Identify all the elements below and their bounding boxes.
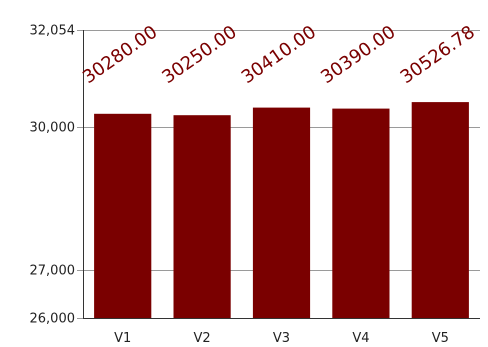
x-tick-label: V3	[273, 331, 290, 346]
x-tick-label: V1	[114, 331, 131, 346]
data-label: 30410.00	[238, 22, 320, 88]
data-label: 30526.78	[397, 22, 479, 88]
bar	[411, 102, 469, 318]
x-tick-label: V2	[194, 331, 211, 346]
axes	[83, 30, 480, 319]
bar	[332, 108, 390, 318]
x-tick-label: V5	[432, 331, 449, 346]
y-tick-labels: 26,000 27,000 30,000 32,054	[30, 24, 76, 327]
data-label: 30390.00	[317, 22, 399, 88]
bars	[94, 102, 469, 318]
y-tick-label: 27,000	[30, 264, 76, 279]
x-tick-labels: V1 V2 V3 V4 V5	[114, 331, 449, 346]
bar	[173, 115, 231, 318]
y-tick-label: 32,054	[30, 24, 76, 39]
x-tick-label: V4	[352, 331, 369, 346]
y-tick-label: 26,000	[30, 312, 76, 327]
data-label: 30250.00	[158, 22, 240, 88]
bar	[94, 113, 152, 318]
bar	[252, 107, 311, 318]
y-tick-label: 30,000	[30, 121, 76, 136]
data-label: 30280.00	[79, 22, 161, 88]
